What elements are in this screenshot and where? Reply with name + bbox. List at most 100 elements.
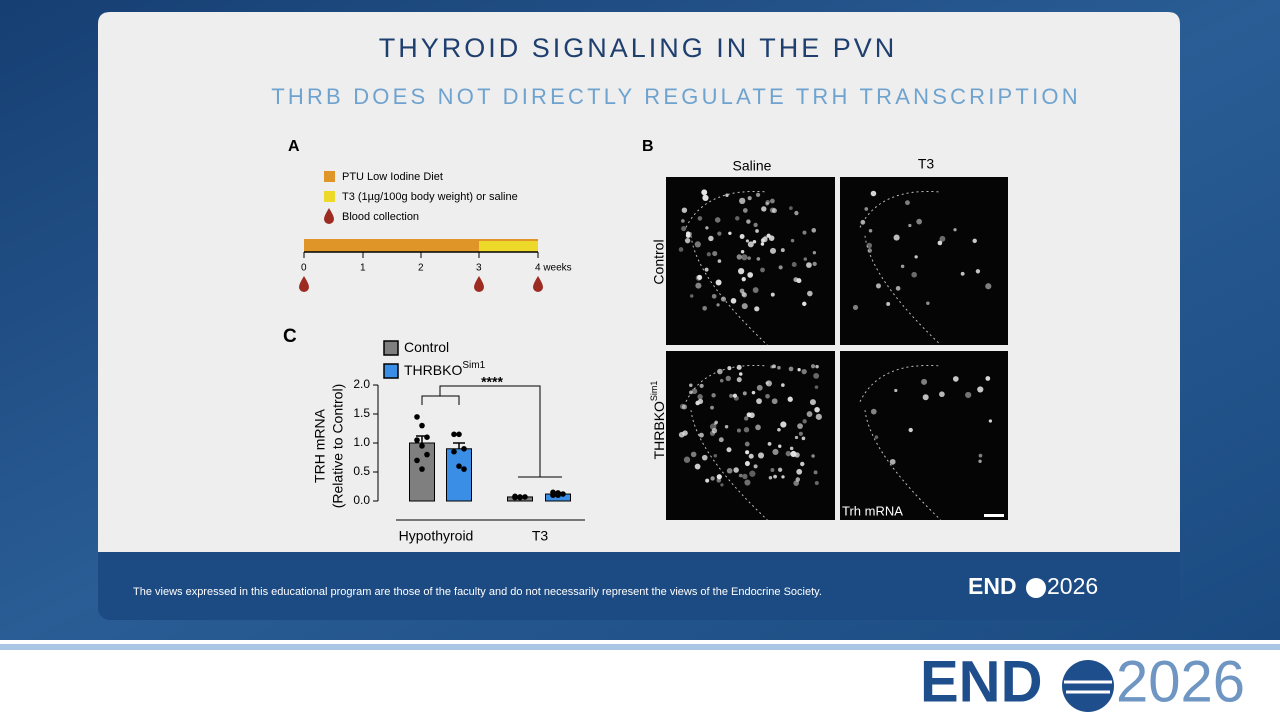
cell (777, 365, 781, 370)
cell (797, 368, 801, 372)
cell (756, 257, 761, 261)
cell (706, 252, 711, 257)
cell (717, 259, 722, 263)
y-tick-label: 0.0 (353, 493, 370, 507)
error-bar (453, 442, 465, 449)
cell (777, 467, 783, 472)
legend-swatch (324, 191, 335, 202)
cell (739, 234, 745, 239)
cell (769, 198, 775, 204)
cell (716, 477, 722, 483)
cell (772, 448, 779, 456)
cell (713, 454, 718, 458)
cell (815, 364, 819, 369)
cell (795, 477, 801, 482)
region-outline (859, 364, 942, 521)
disclaimer: The views expressed in this educational … (133, 586, 822, 598)
cell (728, 231, 732, 236)
scale-bar (984, 514, 1004, 517)
data-point (461, 466, 467, 472)
cell (801, 368, 807, 375)
cell (679, 403, 686, 410)
cell (690, 451, 697, 458)
cell (747, 256, 751, 260)
y-tick-label: 2.0 (353, 377, 370, 391)
cell (806, 262, 812, 268)
panel-label: A (288, 138, 300, 155)
legend-text: T3 (1µg/100g body weight) or saline (342, 191, 518, 203)
cell (870, 190, 877, 197)
region-outline (859, 190, 942, 346)
cell (705, 478, 710, 483)
cell (761, 206, 767, 212)
timeline-ticks: 0 1 2 3 4 weeks (299, 252, 572, 292)
cell (681, 225, 687, 232)
cell (778, 444, 782, 448)
legend-label: Control (404, 339, 449, 355)
cell (695, 282, 702, 289)
brand-globe-lines (1064, 680, 1112, 694)
legend-label: THRBKOSim1 (404, 360, 486, 378)
cell (794, 210, 799, 216)
cell (870, 408, 877, 415)
y-tick-label: 1.5 (353, 406, 370, 420)
legend-swatch (324, 171, 335, 182)
cell (802, 230, 807, 235)
cell (765, 393, 770, 399)
cell (772, 364, 776, 369)
cell (702, 194, 709, 202)
cell (874, 435, 879, 439)
cell (736, 364, 742, 370)
cell (764, 235, 768, 240)
cell (864, 207, 869, 211)
cell (802, 419, 807, 424)
data-point (555, 492, 561, 499)
cell (738, 473, 743, 478)
cell (916, 218, 923, 225)
y-tick-label: 1.0 (353, 435, 370, 449)
cell (681, 207, 688, 213)
cell (741, 254, 748, 261)
bar (409, 442, 435, 502)
cell (977, 386, 984, 393)
cell (697, 398, 704, 404)
x-tick-label: T3 (532, 528, 549, 544)
cell (886, 301, 891, 306)
cell (720, 483, 724, 487)
cell (785, 450, 792, 457)
cell (708, 235, 714, 242)
data-point (414, 437, 420, 443)
brand-left: END (920, 649, 1042, 714)
cell (717, 368, 723, 375)
cell (746, 412, 752, 418)
cell (735, 216, 740, 221)
cell (893, 234, 900, 241)
cell (922, 394, 929, 401)
cell (718, 437, 724, 443)
cell (765, 381, 769, 385)
cell (742, 473, 748, 480)
cell (685, 231, 691, 236)
cell (701, 189, 708, 196)
cell (697, 394, 703, 400)
timeline-label: 0 (301, 263, 307, 274)
timeline-label: 4 weeks (535, 263, 572, 274)
cell (711, 427, 718, 434)
data-point (517, 494, 523, 501)
cell (769, 207, 776, 213)
legend-name: THRBKO (404, 362, 462, 378)
cell (736, 428, 741, 433)
cell (744, 461, 750, 467)
cell (797, 423, 803, 429)
data-point (424, 434, 430, 441)
cell (766, 233, 771, 238)
cell (972, 238, 977, 244)
data-point (451, 448, 457, 455)
cell (691, 388, 698, 395)
cell (749, 470, 756, 477)
cell (796, 468, 803, 475)
data-point (414, 414, 420, 420)
micrograph (840, 351, 1008, 520)
cell (767, 442, 772, 446)
data-point (522, 494, 528, 500)
